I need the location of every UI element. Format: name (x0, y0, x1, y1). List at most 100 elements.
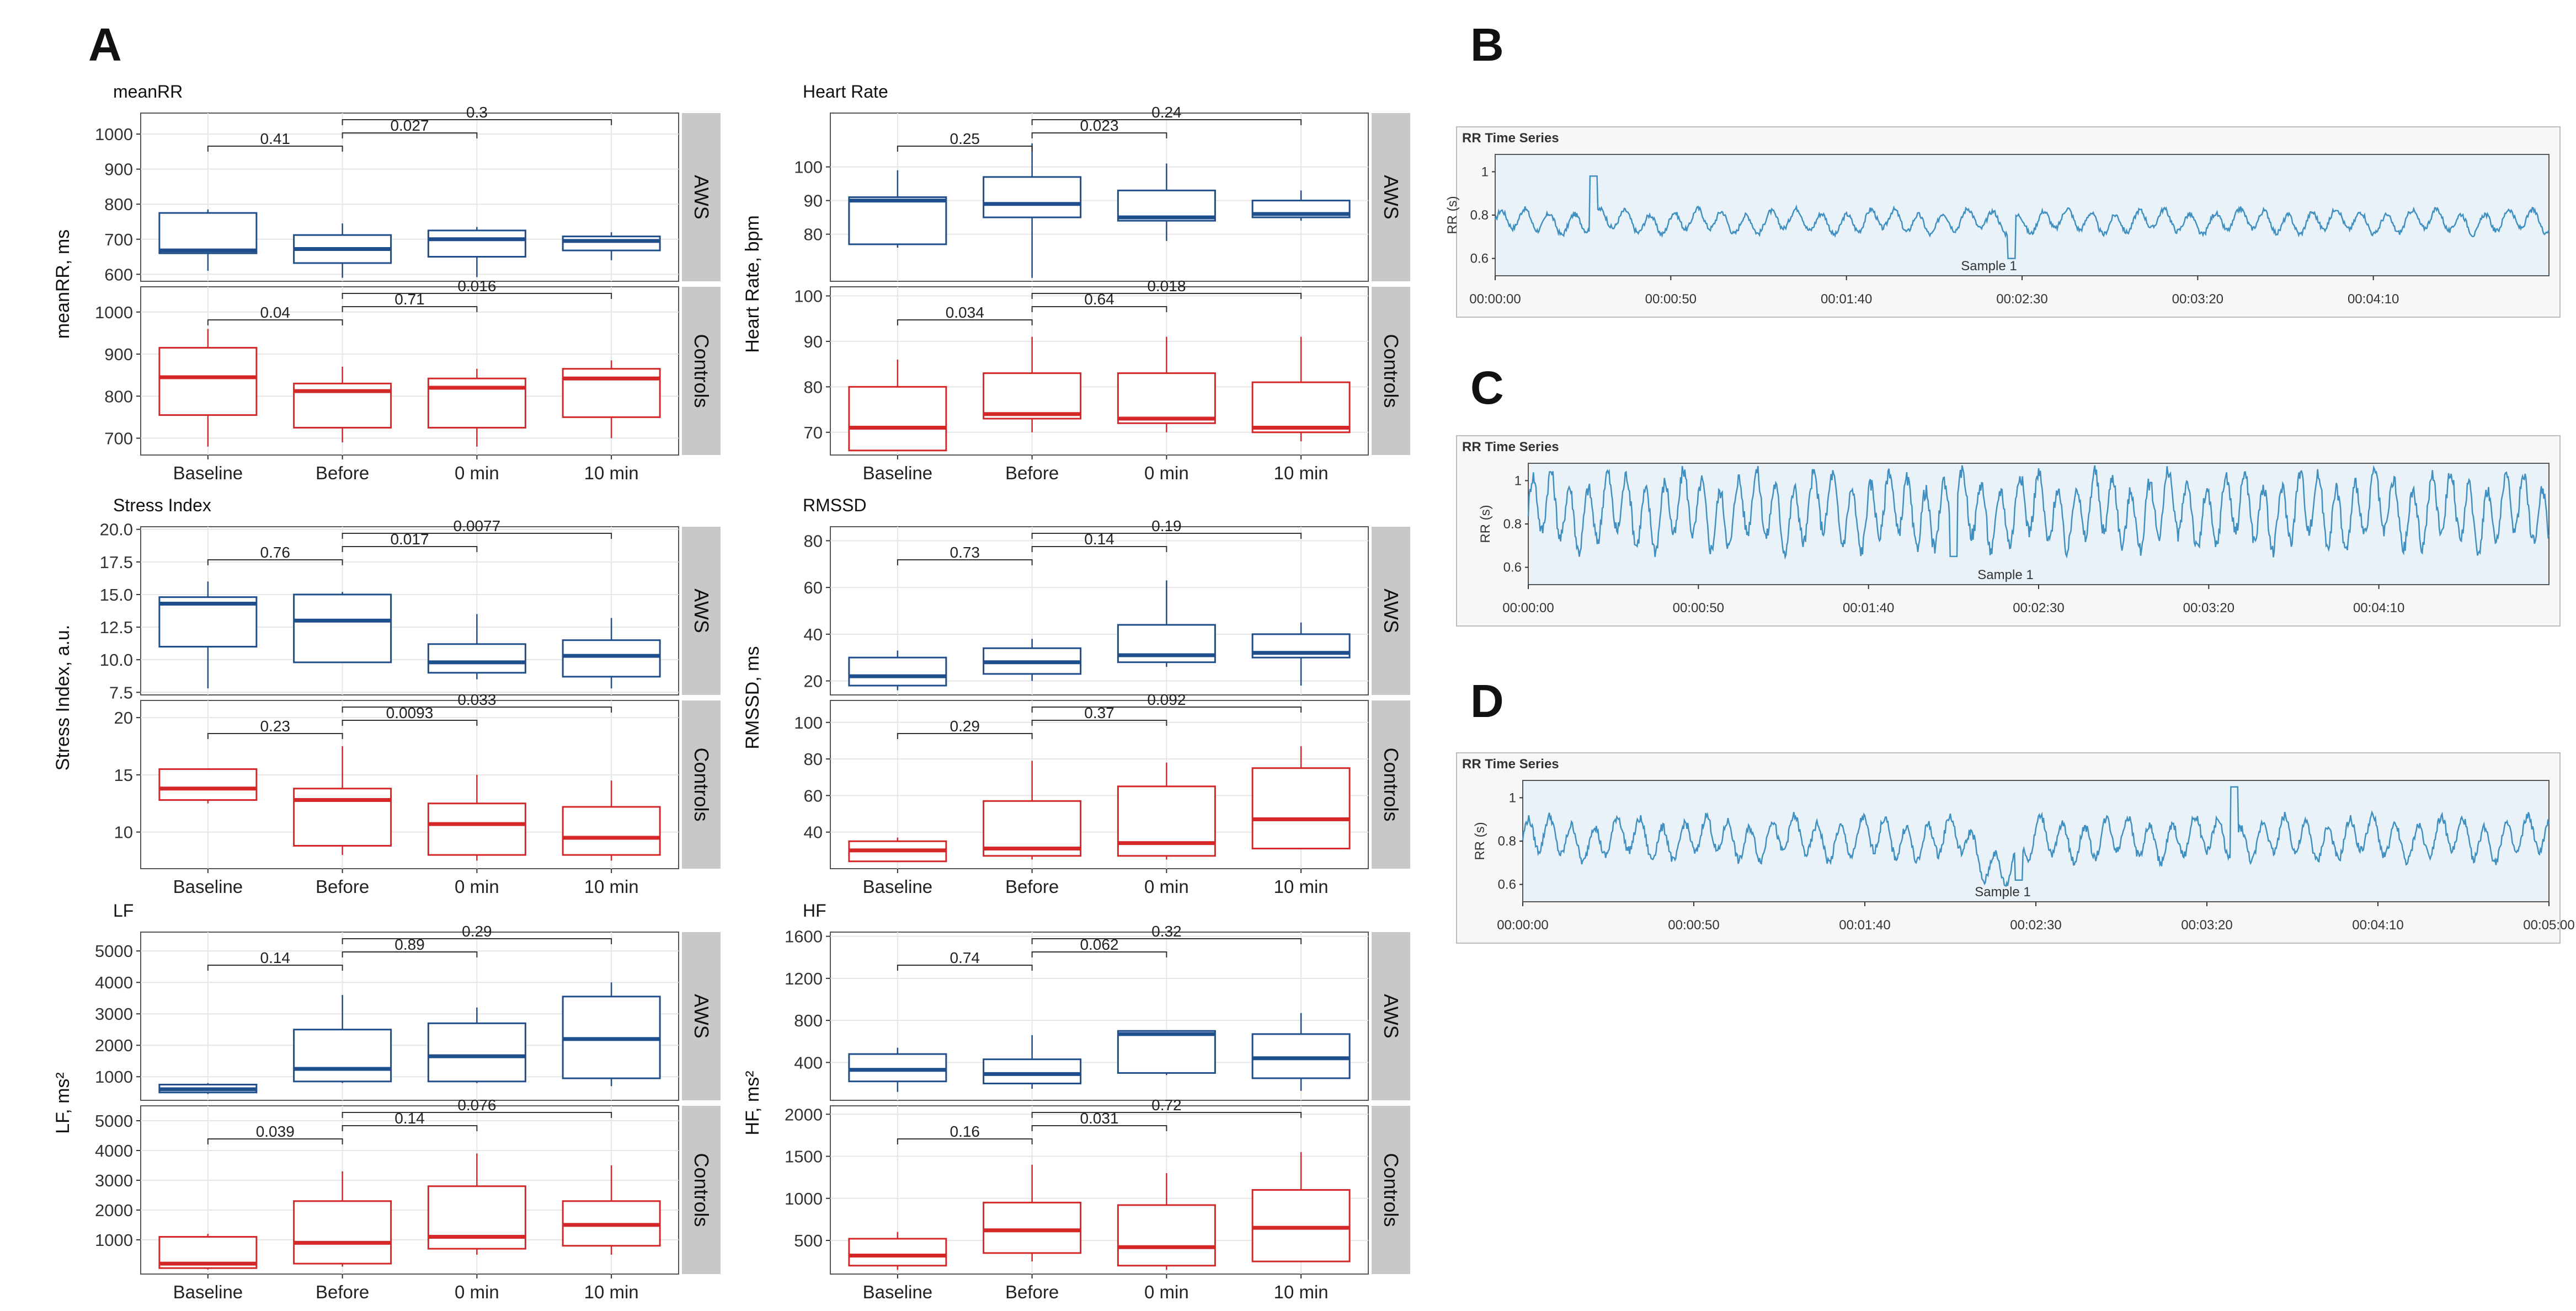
box-0-min (1117, 762, 1216, 860)
x-tick-label: 0 min (455, 1282, 499, 1302)
box-iqr (293, 788, 392, 847)
box-baseline (158, 209, 258, 271)
box-10-min (1251, 1152, 1351, 1262)
x-tick-label: 10 min (584, 1282, 639, 1302)
box-10-min (562, 780, 661, 861)
box-iqr (1251, 1033, 1351, 1079)
box-baseline (848, 650, 947, 691)
bracket-line (207, 319, 343, 325)
chart-title: HF (803, 901, 826, 921)
y-tick-label: 90 (804, 332, 823, 351)
box-iqr (848, 1053, 947, 1083)
bracket-line (1031, 938, 1302, 944)
y-tick-label: 800 (794, 1011, 823, 1030)
facet-strip-label: Controls (1380, 334, 1402, 408)
y-tick-label: 100 (794, 286, 823, 306)
ts-annotation: Sample 1 (1961, 259, 2017, 274)
pvalue-bracket: 0.41 (207, 130, 343, 152)
pvalue-bracket: 0.73 (897, 544, 1033, 565)
x-tick-label: 0 min (1144, 463, 1189, 483)
box-iqr (1251, 1189, 1351, 1262)
x-tick-label: 00:04:10 (2348, 292, 2399, 307)
x-tick-label: 00:03:20 (2181, 918, 2232, 933)
box-iqr (427, 1185, 526, 1250)
x-tick-label: 0 min (1144, 1282, 1189, 1302)
box-iqr (293, 1029, 392, 1083)
x-tick-label: Before (1005, 876, 1059, 897)
pvalue-label: 0.3 (466, 104, 488, 121)
y-tick-label: 15 (114, 766, 133, 785)
pvalue-bracket: 0.092 (1031, 691, 1302, 713)
y-axis-label: Stress Index, a.u. (52, 625, 73, 771)
y-tick-label: 1000 (95, 125, 133, 144)
box-iqr (427, 1022, 526, 1083)
box-iqr (562, 806, 661, 856)
y-tick-label: 20.0 (100, 520, 133, 539)
x-tick-label: Before (316, 1282, 369, 1302)
box-baseline (158, 581, 258, 689)
pvalue-label: 0.76 (260, 544, 291, 561)
chart-title: meanRR (113, 82, 183, 101)
bracket-line (342, 306, 478, 312)
box-10-min (1251, 190, 1351, 221)
facet-strip (682, 113, 721, 281)
x-tick-label: Baseline (173, 1282, 243, 1302)
facet-strip-label: AWS (1380, 175, 1402, 220)
facet-strip (682, 287, 721, 455)
pvalue-bracket: 0.033 (342, 691, 612, 713)
pvalue-label: 0.29 (462, 923, 492, 940)
y-tick-label: 80 (804, 225, 823, 244)
bracket-line (1031, 546, 1167, 552)
y-tick-label: 4000 (95, 1141, 133, 1160)
facet-strip-label: Controls (690, 747, 713, 821)
bracket-line (897, 319, 1033, 325)
x-tick-label: 0 min (455, 876, 499, 897)
y-axis-label: RR (s) (1478, 505, 1493, 543)
y-tick-label: 5000 (95, 1111, 133, 1131)
box-iqr (1117, 1030, 1216, 1074)
facet-strip (1372, 527, 1410, 695)
ts-plot-area (1522, 780, 2550, 902)
pvalue-bracket: 0.29 (342, 923, 612, 944)
box-iqr (158, 768, 258, 801)
rr-series-line (1527, 465, 2550, 560)
box-0-min (427, 1153, 526, 1255)
bracket-line (342, 1125, 478, 1131)
x-tick-label: 00:03:20 (2172, 292, 2223, 307)
y-axis-label: HF, ms² (742, 1071, 763, 1135)
y-tick-label: 80 (804, 750, 823, 769)
x-tick-label: 00:00:00 (1497, 918, 1548, 933)
chart-title: LF (113, 901, 134, 921)
y-axis-label: RR (s) (1445, 196, 1460, 234)
pvalue-bracket: 0.016 (342, 277, 612, 299)
box-before (293, 366, 392, 443)
pvalue-label: 0.033 (457, 691, 496, 708)
ts-title: RR Time Series (1462, 131, 1559, 146)
pvalue-bracket: 0.72 (1031, 1096, 1302, 1118)
x-tick-label: Baseline (173, 463, 243, 483)
x-tick-label: 10 min (1274, 463, 1329, 483)
bracket-line (207, 733, 343, 739)
pvalue-label: 0.73 (950, 544, 980, 561)
pvalue-bracket: 0.29 (897, 718, 1033, 739)
bracket-line (342, 938, 612, 944)
box-iqr (1251, 767, 1351, 850)
bracket-line (1031, 132, 1167, 138)
y-tick-label: 20 (804, 672, 823, 691)
y-tick-label: 0.8 (1503, 517, 1522, 532)
box-10-min (1251, 746, 1351, 850)
box-iqr (983, 1058, 1082, 1084)
box-iqr (983, 1201, 1082, 1254)
box-iqr (848, 656, 947, 687)
bracket-line (1031, 707, 1302, 713)
bracket-line (1031, 951, 1167, 957)
ts-title: RR Time Series (1462, 440, 1559, 454)
facet-strip-label: Controls (1380, 1153, 1402, 1227)
facet-strip-label: AWS (1380, 994, 1402, 1039)
box-iqr (158, 212, 258, 254)
